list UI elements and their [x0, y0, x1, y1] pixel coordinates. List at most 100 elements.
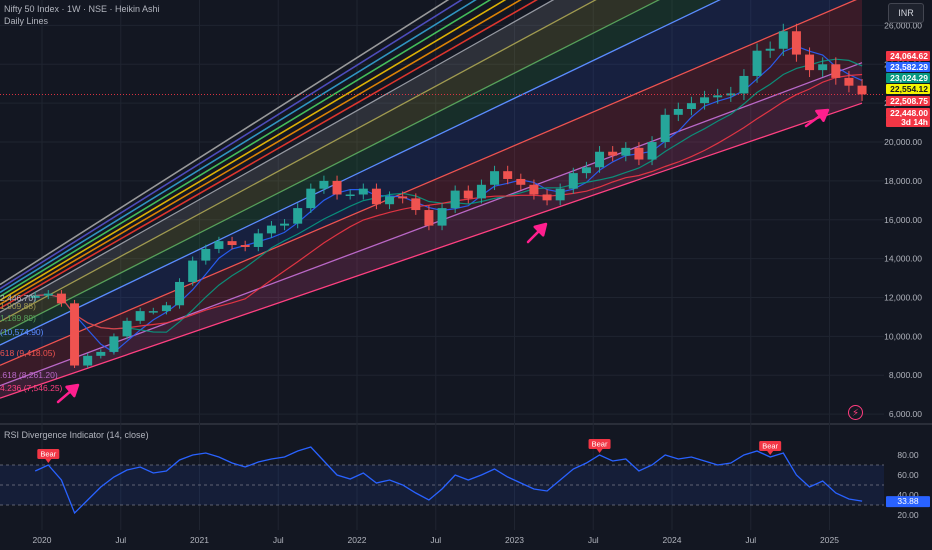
candle-body — [30, 295, 40, 298]
rsi-axis-label: 40.00 — [897, 490, 919, 500]
candle-body — [673, 108, 683, 115]
rsi-value-label: 33.88 — [897, 496, 919, 506]
candle-body — [188, 260, 198, 282]
candle-body — [424, 210, 434, 226]
moving-average-line — [35, 73, 863, 330]
candle-body — [437, 208, 447, 226]
candle-body — [56, 293, 66, 304]
candle-body — [476, 184, 486, 199]
bear-label: Bear — [592, 440, 608, 449]
candle-body — [581, 167, 591, 174]
price-tag: 22,448.00 — [886, 108, 930, 118]
currency-button[interactable]: INR — [888, 3, 924, 23]
candle-body — [148, 311, 158, 313]
fib-rainbow-line — [0, 0, 538, 309]
price-axis-label: 14,000.00 — [884, 254, 922, 264]
candle-body — [647, 142, 657, 160]
candle-body — [595, 151, 605, 168]
candle-body — [752, 50, 762, 76]
candle-body — [385, 196, 395, 205]
time-axis-label: 2024 — [663, 535, 682, 545]
candle-body — [109, 336, 119, 352]
fib-level-label: 618 (9,418.05) — [0, 348, 56, 358]
bear-label: Bear — [40, 450, 56, 459]
candle-body — [240, 245, 250, 247]
fib-channel — [0, 0, 863, 399]
rsi-axis-label: 60.00 — [897, 470, 919, 480]
arrow-marker — [56, 383, 80, 404]
candle-body — [175, 281, 185, 306]
price-axis-label: 16,000.00 — [884, 215, 922, 225]
candle-body — [844, 77, 854, 86]
candle-body — [516, 178, 526, 185]
arrow-marker — [804, 108, 830, 128]
candle-body — [490, 171, 500, 185]
price-axis-label: 10,000.00 — [884, 331, 922, 341]
candle-body — [345, 194, 355, 197]
fib-level-line — [0, 102, 863, 399]
candle-body — [568, 173, 578, 189]
candle-body — [726, 93, 736, 96]
candle-body — [555, 188, 565, 201]
rsi-band — [0, 465, 884, 505]
price-tag: 24,064.62 — [886, 51, 930, 61]
fib-zone — [0, 0, 862, 386]
price-tag: 22,508.75 — [886, 96, 930, 106]
time-axis-label: 2023 — [505, 535, 524, 545]
candles — [30, 23, 867, 369]
candle-body — [96, 351, 106, 356]
time-axis-label: 2025 — [820, 535, 839, 545]
candle-body — [660, 114, 670, 143]
fib-level-label: 4.236 (7,546.25) — [0, 383, 63, 393]
bear-annotation: Bear — [37, 449, 60, 463]
bear-label-pointer — [45, 459, 52, 463]
candle-body — [831, 64, 841, 78]
fib-level-line — [0, 0, 660, 335]
bear-label-box — [759, 441, 782, 451]
lightning-icon[interactable]: ⚡ — [848, 405, 863, 420]
rsi-axis-label: 20.00 — [897, 510, 919, 520]
fib-rainbow-line — [0, 0, 507, 302]
fib-level-label: (10,574.90) — [0, 327, 44, 337]
time-axis-label: Jul — [745, 535, 756, 545]
candle-body — [253, 233, 263, 247]
bear-label-pointer — [767, 451, 774, 455]
candle-body — [700, 97, 710, 104]
candle-body — [319, 180, 329, 189]
price-axis-label: 8,000.00 — [889, 370, 922, 380]
candle-body — [358, 188, 368, 195]
candle-body — [765, 48, 775, 51]
candle-body — [201, 248, 211, 261]
candle-body — [857, 85, 867, 95]
bear-annotation: Bear — [588, 439, 611, 453]
fib-level-line — [0, 0, 721, 346]
time-axis-label: 2020 — [33, 535, 52, 545]
candle-body — [778, 31, 788, 49]
candle-body — [214, 241, 224, 249]
candle-body — [266, 225, 276, 234]
candle-body — [818, 64, 828, 71]
bear-label-pointer — [596, 449, 603, 453]
price-tag: 3d 14h — [886, 117, 930, 127]
price-tag: 23,582.29 — [886, 62, 930, 72]
fib-rainbow-line — [0, 0, 450, 286]
price-axis-label: 6,000.00 — [889, 409, 922, 419]
candle-body — [608, 151, 618, 156]
candle-body — [463, 190, 473, 199]
fib-rainbow-line — [0, 0, 492, 298]
rsi-line — [34, 446, 863, 515]
candle-body — [371, 188, 381, 205]
fib-level-line — [0, 0, 555, 313]
candle-body — [542, 194, 552, 201]
fib-level-label: .618 (8,261.20) — [0, 370, 58, 380]
candle-body — [805, 54, 815, 71]
candle-body — [332, 180, 342, 195]
fib-rainbow-line — [0, 0, 477, 294]
price-tag: 23,024.29 — [886, 73, 930, 83]
candle-body — [634, 147, 644, 160]
moving-average-line — [35, 58, 863, 333]
candle-body — [43, 293, 53, 296]
chart-subtitle: Daily Lines — [4, 16, 49, 26]
